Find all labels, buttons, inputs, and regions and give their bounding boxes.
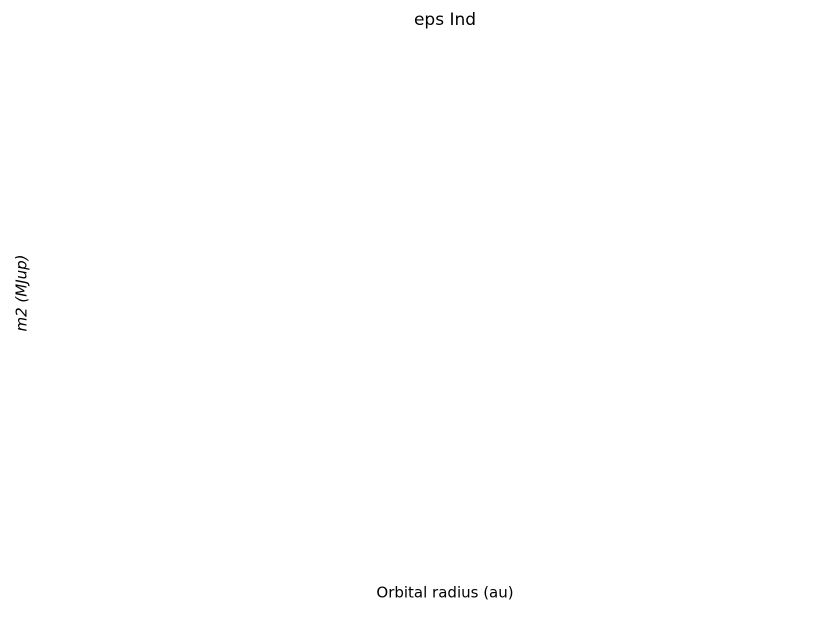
y-axis-label: m2 (MJup) (13, 254, 31, 331)
x-axis-label: Orbital radius (au) (376, 584, 513, 602)
chart-title: eps Ind (414, 10, 476, 30)
